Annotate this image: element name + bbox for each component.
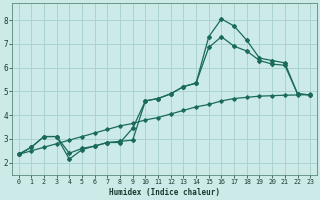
X-axis label: Humidex (Indice chaleur): Humidex (Indice chaleur)	[109, 188, 220, 197]
